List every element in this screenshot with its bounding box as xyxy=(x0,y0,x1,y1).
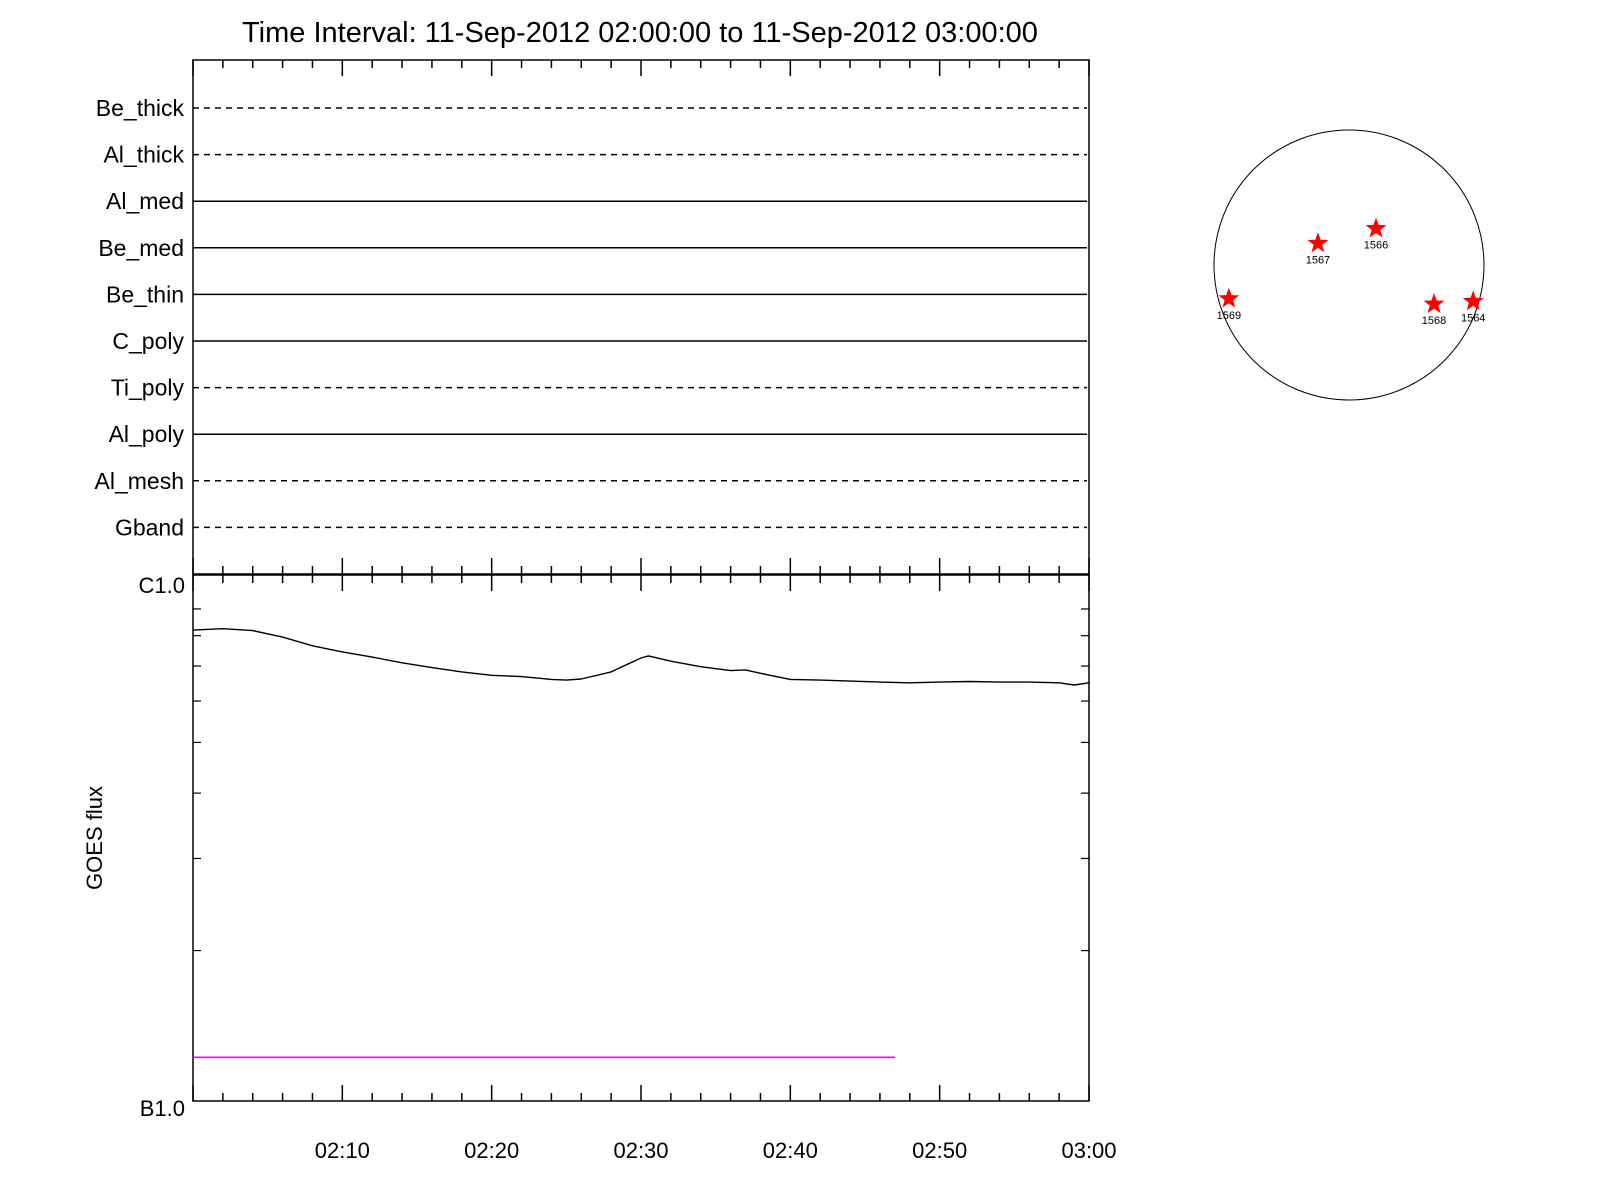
channel-label: Be_thin xyxy=(106,281,184,307)
active-region-points: 1566 1567 1568 1564 1569 xyxy=(1217,217,1485,327)
active-region-star xyxy=(1423,293,1445,313)
x-tick-label: 02:50 xyxy=(912,1138,967,1163)
active-region-star xyxy=(1218,287,1240,308)
y-tick-label: B1.0 xyxy=(140,1096,185,1121)
x-tick-label: 02:20 xyxy=(464,1138,519,1163)
x-tick-label: 02:10 xyxy=(315,1138,370,1163)
x-tick-label: 02:40 xyxy=(763,1138,818,1163)
filter-channel-panel: Be_thick Al_thick Al_med Be_med Be_thin C_pol… xyxy=(95,59,1090,575)
goes-y-tick-labels: C1.0 B1.0 xyxy=(139,573,185,1121)
goes-series xyxy=(192,628,1090,1059)
solar-disk: 1566 1567 1568 1564 1569 xyxy=(1213,129,1485,401)
goes-x-tick-labels: 02:10 02:20 02:30 02:40 02:50 03:00 xyxy=(315,1138,1117,1163)
x-tick-label: 03:00 xyxy=(1061,1138,1116,1163)
active-region-label: 1564 xyxy=(1461,312,1485,324)
active-region-label: 1566 xyxy=(1364,240,1388,252)
goes-flux-line xyxy=(192,628,1090,686)
filter-panel-ticks xyxy=(192,60,1090,574)
x-tick-label: 02:30 xyxy=(613,1138,668,1163)
goes-flux-panel: C1.0B1.0 02:10 02:20 02:30 02:40 02:50 03:00 … xyxy=(82,573,1117,1163)
channel-label: Al_thick xyxy=(103,142,184,168)
solar-disk-outline xyxy=(1213,129,1485,401)
channel-label: Gband xyxy=(115,514,184,540)
chart-title: Time Interval: 11-Sep-2012 02:00:00 to 1… xyxy=(242,17,1038,49)
channel-label: Be_thick xyxy=(96,95,185,121)
channel-label: Al_mesh xyxy=(95,468,184,494)
channel-label: Al_poly xyxy=(109,421,185,447)
active-region-label: 1567 xyxy=(1306,254,1330,266)
channel-label: Be_med xyxy=(98,235,184,261)
goes-panel-ticks xyxy=(192,575,1090,1101)
goes-y-axis-label: GOES flux xyxy=(82,786,107,890)
filter-channels: Be_thick Al_thick Al_med Be_med Be_thin C_pol… xyxy=(95,95,1087,540)
channel-label: C_poly xyxy=(112,328,184,354)
channel-label: Al_med xyxy=(106,188,184,214)
active-region-star xyxy=(1365,217,1387,238)
y-tick-label: C1.0 xyxy=(139,573,185,598)
active-region-star xyxy=(1462,290,1484,311)
active-region-label: 1568 xyxy=(1422,315,1446,327)
active-region-label: 1569 xyxy=(1217,310,1241,322)
active-region-star xyxy=(1307,232,1329,253)
channel-label: Ti_poly xyxy=(111,375,185,401)
